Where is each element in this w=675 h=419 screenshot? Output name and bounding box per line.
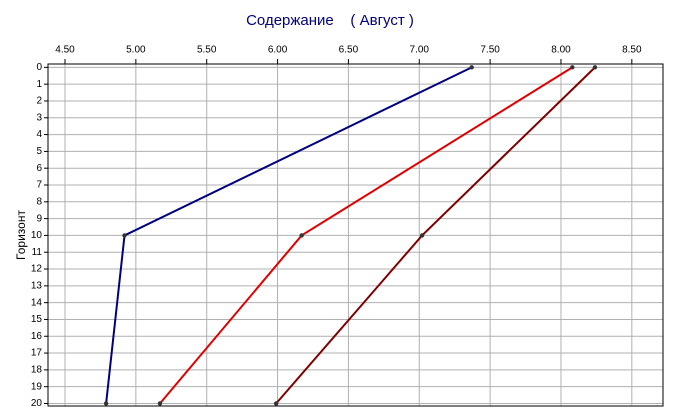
- y-tick-label: 12: [31, 264, 43, 275]
- data-point: [570, 65, 575, 70]
- y-tick-label: 6: [36, 163, 42, 174]
- y-tick-label: 3: [36, 112, 42, 123]
- x-tick-label: 8.00: [551, 45, 571, 56]
- x-tick-label: 6.00: [268, 45, 288, 56]
- data-point: [299, 233, 304, 238]
- plot-frame: [47, 63, 664, 407]
- x-tick-label: 7.00: [410, 45, 430, 56]
- y-tick-label: 8: [36, 196, 42, 207]
- y-tick-label: 4: [36, 129, 42, 140]
- x-tick-label: 5.00: [126, 45, 146, 56]
- y-tick-label: 2: [36, 96, 42, 107]
- y-tick-label: 0: [36, 62, 42, 73]
- x-tick-label: 5.50: [197, 45, 217, 56]
- y-tick-label: 10: [31, 230, 43, 241]
- data-point: [469, 65, 474, 70]
- y-tick-label: 19: [31, 381, 43, 392]
- data-point: [273, 401, 279, 406]
- y-tick-label: 5: [36, 146, 42, 157]
- data-point: [592, 65, 598, 70]
- data-point: [103, 401, 109, 406]
- y-tick-label: 14: [31, 297, 43, 308]
- data-point: [157, 401, 163, 406]
- y-tick-label: 1: [36, 79, 42, 90]
- x-tick-label: 4.50: [55, 45, 75, 56]
- y-tick-label: 7: [36, 180, 42, 191]
- y-tick-label: 15: [31, 314, 43, 325]
- x-tick-label: 8.50: [622, 45, 642, 56]
- x-tick-label: 7.50: [480, 45, 500, 56]
- y-tick-label: 17: [31, 348, 43, 359]
- chart-title: Содержание ( Август ): [246, 12, 414, 29]
- y-tick-label: 20: [31, 398, 43, 409]
- y-tick-label: 16: [31, 331, 43, 342]
- x-tick-label: 6.50: [339, 45, 359, 56]
- data-point: [122, 233, 127, 238]
- y-tick-label: 13: [31, 280, 43, 291]
- y-tick-label: 9: [36, 213, 42, 224]
- y-tick-label: 11: [32, 247, 43, 258]
- y-axis-label: Горизонт: [14, 210, 28, 260]
- data-point: [419, 233, 425, 238]
- y-tick-label: 18: [31, 365, 43, 376]
